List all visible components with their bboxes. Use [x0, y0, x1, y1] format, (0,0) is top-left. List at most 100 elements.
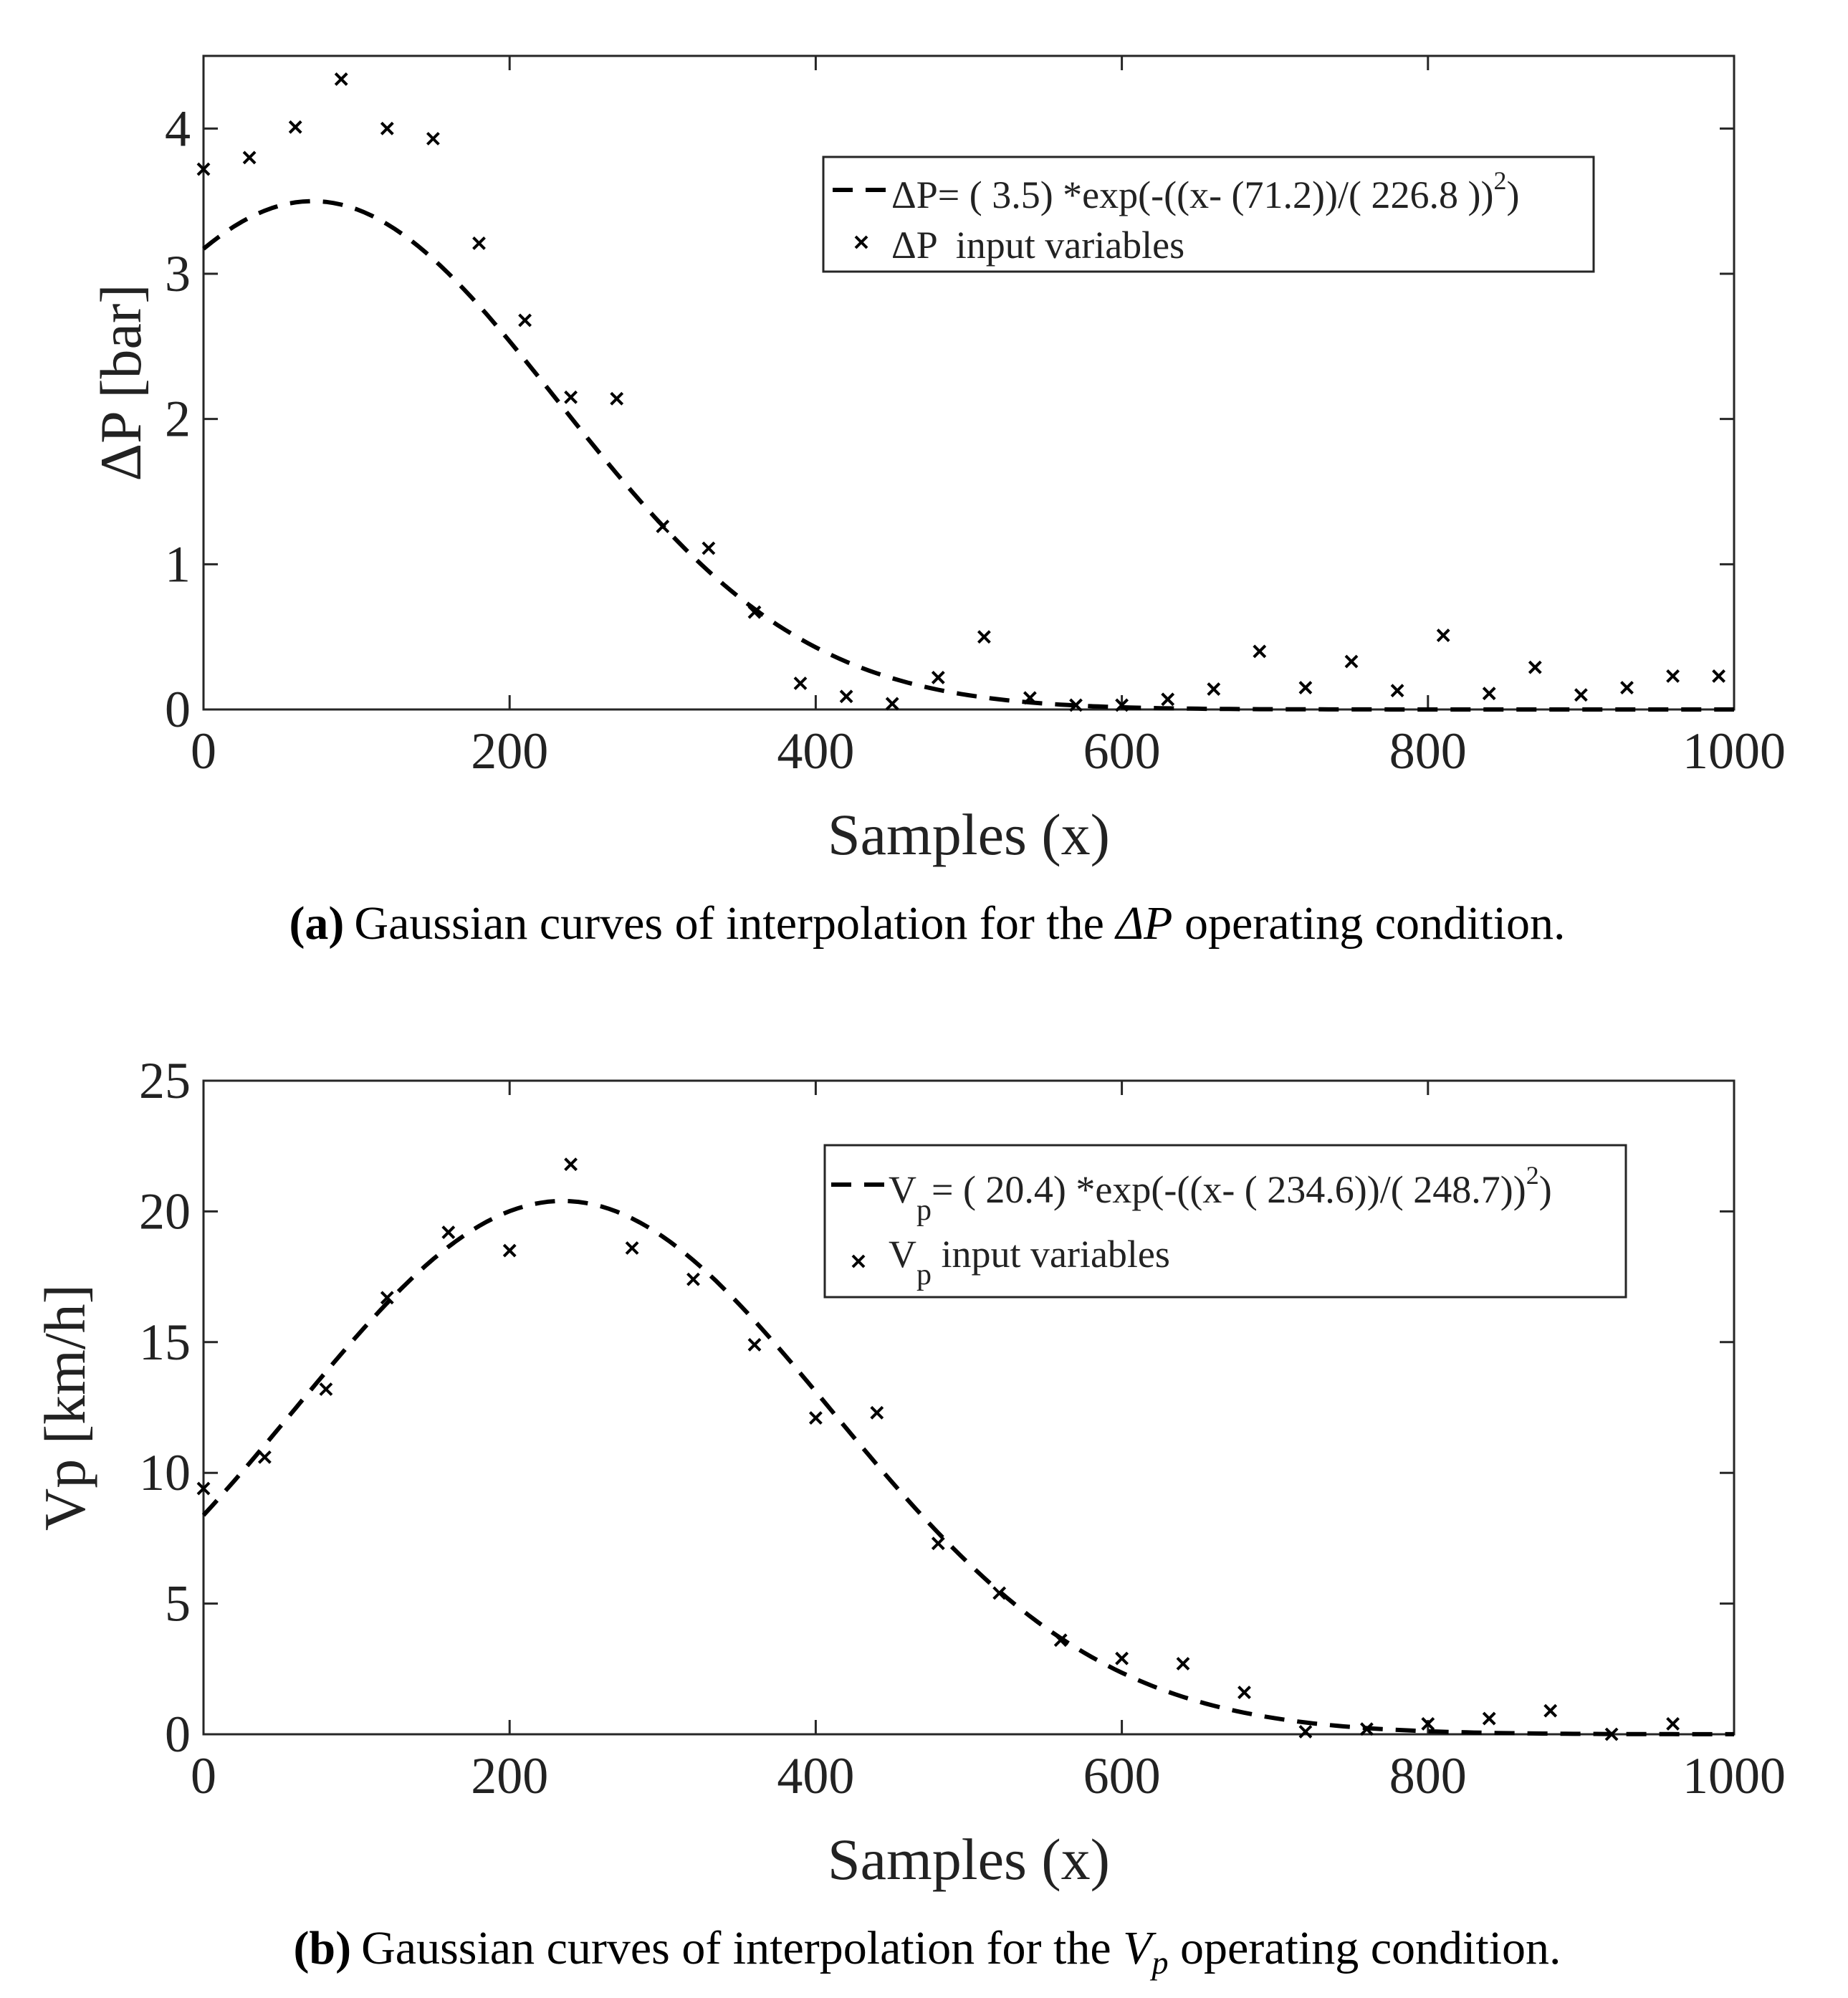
data-point — [1237, 1686, 1251, 1700]
input-points-a — [196, 72, 1726, 712]
y-tick-label: 0 — [165, 1706, 191, 1763]
y-tick-label: 25 — [139, 1052, 191, 1109]
data-point — [686, 1272, 700, 1286]
data-point — [1666, 1716, 1680, 1731]
x-tick-label: 400 — [777, 722, 854, 780]
data-point — [1543, 1703, 1558, 1718]
data-point — [1620, 681, 1634, 695]
data-point — [1298, 1724, 1313, 1739]
x-axis-label-b: Samples (x) — [828, 1827, 1110, 1892]
data-point — [1115, 1651, 1129, 1665]
data-point — [1298, 681, 1313, 695]
data-point — [380, 1291, 394, 1305]
tick-marks-a — [202, 56, 1736, 711]
data-point — [1666, 669, 1680, 683]
data-point — [196, 162, 211, 176]
data-point — [1390, 684, 1404, 698]
x-tick-label: 200 — [471, 722, 548, 780]
x-tick-labels-b: 0 200 400 600 800 1000 — [191, 1747, 1786, 1805]
y-tick-label: 10 — [139, 1444, 191, 1501]
legend-input-label-a: ΔP input variables — [891, 224, 1184, 267]
data-point — [319, 1382, 333, 1396]
data-point — [931, 670, 945, 684]
legend-a: ΔP= ( 3.5) *exp(-((x- (71.2))/( 226.8 ))… — [822, 156, 1595, 273]
caption-b: (b) Gaussian curves of interpolation for … — [293, 1922, 1561, 1981]
data-point — [1053, 1633, 1068, 1648]
y-tick-labels-a: 0 1 2 3 4 — [165, 100, 191, 738]
data-point — [747, 605, 762, 619]
x-tick-labels-a: 0 200 400 600 800 1000 — [191, 722, 1786, 780]
x-tick-label: 600 — [1083, 722, 1161, 780]
data-point — [625, 1241, 639, 1255]
x-tick-label: 800 — [1389, 1747, 1467, 1805]
data-point — [1115, 698, 1129, 712]
y-axis-label-a: ΔP [bar] — [88, 284, 153, 481]
data-point — [502, 1243, 517, 1258]
data-point — [196, 1481, 211, 1496]
x-tick-label: 1000 — [1682, 722, 1786, 780]
caption-a: (a) Gaussian curves of interpolation for … — [289, 897, 1565, 950]
legend-box-a — [822, 156, 1595, 273]
data-point — [656, 520, 670, 534]
data-point — [518, 313, 532, 328]
y-tick-label: 2 — [165, 391, 191, 448]
data-point — [1604, 1727, 1619, 1741]
data-point — [1344, 654, 1359, 669]
x-tick-label: 400 — [777, 1747, 854, 1805]
plot-area-b — [202, 1079, 1736, 1736]
y-tick-label: 4 — [165, 100, 191, 157]
data-point — [1482, 687, 1496, 701]
data-point — [839, 689, 853, 704]
y-tick-label: 20 — [139, 1182, 191, 1240]
data-point — [1176, 1657, 1190, 1670]
data-point — [610, 391, 624, 406]
data-point — [1574, 688, 1588, 702]
data-point — [441, 1225, 456, 1240]
gaussian-fit-line-b — [201, 1198, 1734, 1736]
data-point — [808, 1411, 823, 1425]
data-point — [885, 697, 899, 711]
x-axis-label-a: Samples (x) — [828, 802, 1110, 867]
data-point — [931, 1536, 945, 1551]
data-point — [1528, 660, 1542, 674]
data-point — [334, 72, 348, 86]
plot-area-a — [202, 54, 1736, 711]
data-point — [1023, 691, 1037, 705]
data-point — [288, 120, 302, 134]
data-point — [380, 121, 394, 135]
y-tick-label: 15 — [139, 1314, 191, 1371]
legend-b: Vp= ( 20.4) *exp(-((x- ( 234.6))/( 248.7… — [823, 1144, 1627, 1299]
panel-b: 0 200 400 600 800 1000 0 5 10 15 20 25 V… — [32, 1052, 1786, 1981]
data-point — [1712, 669, 1726, 683]
data-point — [747, 1337, 762, 1352]
y-tick-label: 1 — [165, 535, 191, 593]
data-point — [870, 1405, 884, 1420]
data-point — [1069, 698, 1083, 712]
data-point — [702, 541, 716, 555]
legend-fit-label-a: ΔP= ( 3.5) *exp(-((x- (71.2))/( 226.8 ))… — [891, 166, 1519, 216]
data-point — [1421, 1716, 1435, 1731]
y-tick-label: 3 — [165, 245, 191, 302]
data-point — [977, 630, 991, 644]
x-tick-label: 0 — [191, 722, 216, 780]
data-point — [564, 390, 578, 404]
x-tick-label: 1000 — [1682, 1747, 1786, 1805]
data-point — [793, 677, 808, 690]
data-point — [426, 132, 440, 145]
legend-box-b — [823, 1144, 1627, 1299]
x-tick-label: 0 — [191, 1747, 216, 1805]
y-tick-labels-b: 0 5 10 15 20 25 — [139, 1052, 191, 1763]
data-point — [992, 1586, 1007, 1600]
gaussian-fit-line-a — [202, 199, 1734, 712]
data-point — [1436, 628, 1450, 643]
data-point — [1253, 644, 1267, 659]
data-point — [1359, 1722, 1374, 1736]
legend-fit-label-b: Vp= ( 20.4) *exp(-((x- ( 234.6))/( 248.7… — [889, 1161, 1552, 1227]
data-point — [1161, 692, 1175, 707]
input-points-b — [196, 1157, 1680, 1741]
data-point — [257, 1450, 272, 1464]
legend-input-label-b: Vp input variables — [889, 1233, 1170, 1291]
legend-marker-symbol-b — [851, 1254, 866, 1268]
data-point — [242, 150, 257, 165]
